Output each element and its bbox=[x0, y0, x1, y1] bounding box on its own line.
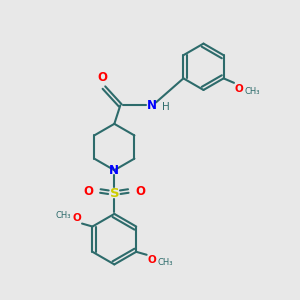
Text: O: O bbox=[135, 185, 145, 198]
Text: S: S bbox=[110, 187, 119, 200]
Text: CH₃: CH₃ bbox=[245, 87, 260, 96]
Text: CH₃: CH₃ bbox=[158, 258, 173, 267]
Text: N: N bbox=[146, 99, 157, 112]
Text: O: O bbox=[148, 255, 156, 266]
Text: N: N bbox=[109, 164, 119, 177]
Text: O: O bbox=[98, 71, 107, 84]
Text: O: O bbox=[72, 213, 81, 223]
Text: H: H bbox=[162, 102, 169, 112]
Text: O: O bbox=[235, 84, 244, 94]
Text: O: O bbox=[83, 185, 94, 198]
Text: CH₃: CH₃ bbox=[56, 211, 71, 220]
